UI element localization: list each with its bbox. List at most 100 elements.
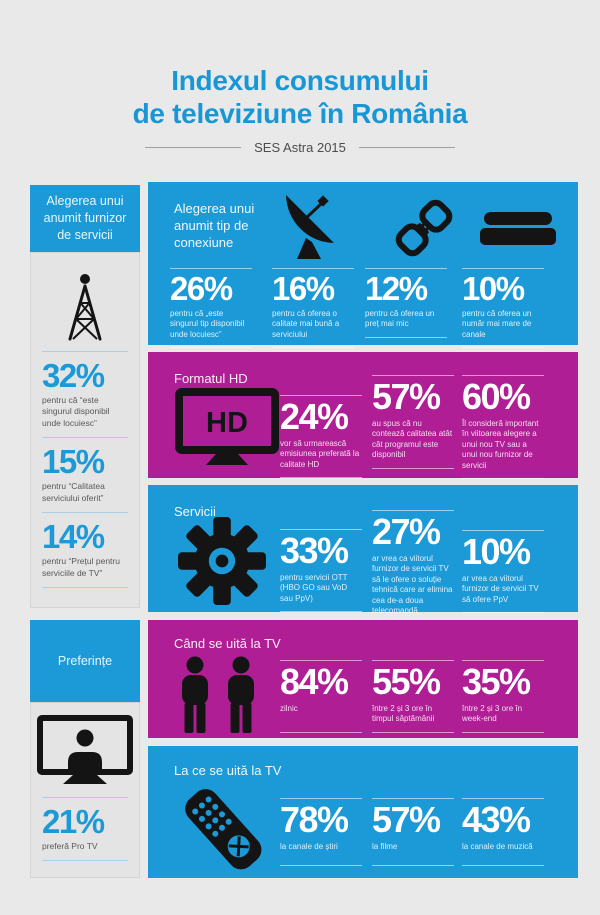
stat-label: între 2 și 3 ore în week-end [462,703,523,724]
stat-value: 43% [462,799,531,840]
divider [170,268,252,269]
sidebar-preferences-panel: 21% preferă Pro TV [30,702,140,878]
divider [42,860,128,862]
stat-value: 27% [372,511,441,552]
divider [462,660,544,661]
stat-connection-1: 26% pentru că „este singurul tip disponi… [170,268,252,349]
stat-hd-2: 57% au spus că nu contează calitatea atâ… [372,375,454,469]
stat-value: 26% [170,270,233,307]
sidebar-preferences-title: Preferințe [30,620,140,702]
stat-value: 14% [42,518,105,556]
row-title: Alegerea unui anumit tip de conexiune [174,201,255,251]
page-title: Indexul consumului de televiziune în Rom… [0,64,600,130]
stat-hd-1: 24% vor să urmarească emisiunea preferat… [280,395,362,479]
provider-stat-1: 32% pentru că “este singurul disponibil … [42,359,128,429]
preferences-stat-1: 21% preferă Pro TV [42,805,128,852]
stat-label: au spus că nu contează calitatea atât câ… [372,418,453,460]
stat-label: preferă Pro TV [42,841,98,851]
stat-value: 84% [280,661,349,702]
divider [462,268,544,269]
stat-what-2: 57% la filme [372,798,454,867]
row-hd-format: Formatul HD HD 24% vor să urmarească emi… [148,352,578,480]
stat-label: pentru servicii OTT (HBO GO sau VoD sau … [280,572,348,603]
subtitle-rule-left [145,147,242,148]
stat-services-3: 10% ar vrea ca viitorul furnizor de serv… [462,530,544,614]
divider [42,351,128,352]
subtitle: SES Astra 2015 [254,140,346,155]
divider [462,478,544,480]
divider [372,467,454,469]
stat-when-2: 55% între 2 și 3 ore în timpul săptămâni… [372,660,454,733]
divider [462,375,544,376]
divider [272,347,354,349]
row-title: Când se uită la TV [174,636,281,651]
stat-label: zilnic [280,703,298,713]
row-connection-type: Alegerea unui anumit tip de conexiune [148,182,578,349]
divider [280,865,362,867]
divider [280,477,362,479]
stat-what-3: 43% la canale de muzică [462,798,544,867]
stat-when-3: 35% între 2 și 3 ore în week-end [462,660,544,733]
divider [462,530,544,531]
row-title: Formatul HD [174,371,248,386]
stat-hd-3: 60% Îl consideră important în viitoarea … [462,375,544,480]
row-title: Servicii [174,504,216,519]
stat-label: la filme [372,841,398,851]
page-title-line1: Indexul consumului [171,65,429,96]
divider [462,731,544,733]
people-icon [175,656,263,734]
stat-value: 10% [462,531,531,572]
set-top-box-icon [478,210,558,246]
sidebar-provider-title: Alegerea unui anumit furnizor de servici… [30,185,140,252]
stat-value: 33% [280,530,349,571]
stat-connection-2: 16% pentru că oferea o calitate mai bună… [272,268,354,349]
stat-services-2: 27% ar vrea ca viitorul furnizor de serv… [372,510,454,625]
divider [372,865,454,867]
divider [42,587,128,589]
divider [462,347,544,349]
divider [272,268,354,269]
row-what-watching: La ce se uită la TV 78% [148,746,578,878]
divider [372,375,454,376]
stat-label: Îl consideră important în viitoarea aleg… [462,418,539,470]
stat-services-1: 33% pentru servicii OTT (HBO GO sau VoD … [280,529,362,613]
antenna-tower-icon [57,273,113,341]
remote-control-icon [176,784,272,876]
divider [280,660,362,661]
hd-tv-icon: HD [175,388,279,466]
stat-what-1: 78% la canale de știri [280,798,362,867]
satellite-dish-icon [273,193,337,261]
row-when-watching: Când se uită la TV 84% zil [148,620,578,738]
stat-label: între 2 și 3 ore în timpul săptămânii [372,703,435,724]
stat-label: pentru că oferea un număr mai mare de ca… [462,308,532,339]
stat-label: ar vrea ca viitorul furnizor de servicii… [462,573,539,604]
row-services: Servicii 33% pe [148,485,578,625]
stat-label: pentru “Calitatea serviciului oferit” [42,481,105,503]
divider [42,512,128,514]
stat-label: la canale de știri [280,841,338,851]
divider [365,336,447,338]
divider [280,798,362,799]
svg-text:HD: HD [206,407,248,439]
sidebar-provider-panel: 32% pentru că “este singurul disponibil … [30,252,140,608]
stat-value: 32% [42,357,105,394]
stat-label: la canale de muzică [462,841,533,851]
page-title-line2: de televiziune în România [132,98,468,130]
stat-label: pentru că oferea o calitate mai bună a s… [272,308,340,339]
stat-value: 55% [372,661,441,702]
divider [365,268,447,269]
stat-value: 78% [280,799,349,840]
divider [372,798,454,799]
divider [42,797,128,798]
divider [462,798,544,799]
stat-value: 60% [462,376,531,417]
divider [372,510,454,511]
stat-label: pentru că “este singurul disponibil unde… [42,395,110,428]
divider [462,865,544,867]
provider-stat-2: 15% pentru “Calitatea serviciului oferit… [42,445,128,504]
plug-link-icon [394,198,454,258]
stat-label: vor să urmarească emisiunea preferată la… [280,438,360,469]
stat-value: 24% [280,396,349,437]
divider [170,347,252,349]
